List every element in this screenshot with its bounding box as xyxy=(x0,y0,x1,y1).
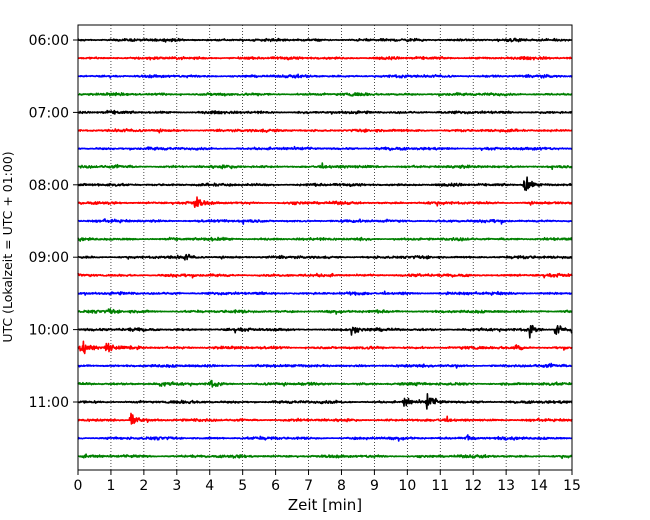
x-tick-label: 10 xyxy=(398,478,416,494)
trace-11:30 xyxy=(77,434,573,442)
trace-06:15 xyxy=(77,55,573,61)
x-tick-label: 3 xyxy=(172,478,181,494)
x-axis-ticks: 0 1 2 3 4 5 6 7 8 9 10 11 12 13 14 15 xyxy=(74,470,581,494)
y-tick-label: 11:00 xyxy=(29,395,69,411)
trace-08:30 xyxy=(77,218,573,225)
trace-08:15 xyxy=(77,196,573,208)
y-tick-label: 06:00 xyxy=(29,33,69,49)
x-tick-label: 4 xyxy=(205,478,214,494)
trace-06:45 xyxy=(77,91,573,97)
trace-11:00 xyxy=(77,393,573,410)
y-tick-label: 07:00 xyxy=(29,105,69,121)
trace-08:45 xyxy=(77,236,573,242)
trace-07:00 xyxy=(77,109,573,115)
x-tick-label: 8 xyxy=(337,478,346,494)
x-tick-label: 0 xyxy=(74,478,83,494)
x-tick-label: 12 xyxy=(464,478,482,494)
x-tick-label: 9 xyxy=(370,478,379,494)
trace-09:45 xyxy=(77,308,573,315)
trace-08:00 xyxy=(77,176,573,192)
trace-10:00 xyxy=(77,324,573,339)
x-tick-label: 6 xyxy=(271,478,280,494)
trace-11:15 xyxy=(77,412,573,425)
x-tick-label: 11 xyxy=(431,478,449,494)
x-tick-label: 15 xyxy=(563,478,581,494)
x-tick-label: 1 xyxy=(106,478,115,494)
trace-10:15 xyxy=(77,340,573,355)
trace-07:30 xyxy=(77,145,573,152)
trace-09:15 xyxy=(77,272,573,279)
x-tick-label: 7 xyxy=(304,478,313,494)
y-axis-ticks: 06:00 07:00 08:00 09:00 10:00 11:00 xyxy=(29,33,78,411)
x-tick-label: 2 xyxy=(139,478,148,494)
trace-07:15 xyxy=(77,128,573,134)
trace-06:00 xyxy=(77,37,573,43)
trace-06:30 xyxy=(77,73,573,79)
y-axis-label: UTC (Lokalzeit = UTC + 01:00) xyxy=(0,151,15,342)
y-tick-label: 10:00 xyxy=(29,323,69,339)
x-tick-label: 5 xyxy=(238,478,247,494)
trace-11:45 xyxy=(77,453,573,460)
trace-10:30 xyxy=(77,362,573,369)
y-tick-label: 09:00 xyxy=(29,250,69,266)
x-tick-label: 14 xyxy=(530,478,548,494)
y-tick-label: 08:00 xyxy=(29,178,69,194)
trace-07:45 xyxy=(77,162,573,171)
plot-frame xyxy=(77,24,573,471)
x-axis-label: Zeit [min] xyxy=(288,496,362,514)
trace-09:30 xyxy=(77,290,573,296)
trace-10:45 xyxy=(77,379,573,388)
trace-09:00 xyxy=(77,253,573,261)
seismic-traces xyxy=(77,37,573,460)
grid-lines xyxy=(110,25,540,470)
x-tick-label: 13 xyxy=(497,478,515,494)
